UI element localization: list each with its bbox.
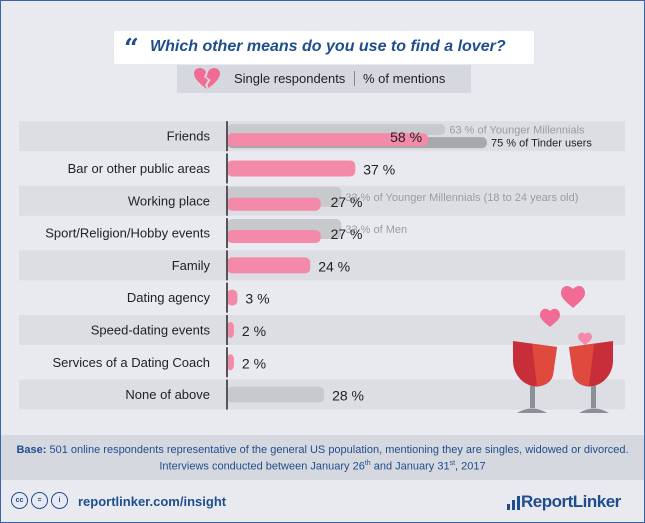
comparison-label: 75 % of Tinder users bbox=[491, 138, 592, 150]
subtitle-series: Single respondents bbox=[234, 71, 346, 86]
bar bbox=[227, 386, 325, 403]
category-label: Family bbox=[172, 258, 211, 273]
value-label: 2 % bbox=[242, 323, 266, 339]
reportlinker-logo-icon bbox=[507, 496, 520, 510]
comparison-label: 63 % of Younger Millennials bbox=[449, 125, 585, 137]
subtitle-divider bbox=[354, 71, 355, 86]
value-label: 58 % bbox=[390, 129, 422, 145]
value-label: 27 % bbox=[331, 226, 363, 242]
category-label: Friends bbox=[167, 129, 211, 144]
category-label: Dating agency bbox=[127, 290, 211, 305]
bar bbox=[227, 257, 311, 274]
brand-logo: ReportLinker bbox=[521, 492, 621, 511]
subtitle-unit: % of mentions bbox=[363, 71, 446, 86]
bar bbox=[227, 160, 356, 177]
quote-icon: “ bbox=[124, 34, 139, 64]
bar-baseline bbox=[226, 347, 228, 378]
interview-dates: Interviews conducted between January 26t… bbox=[159, 460, 486, 473]
base-note: Base: 501 online respondents representat… bbox=[1, 435, 644, 480]
value-label: 2 % bbox=[242, 355, 266, 371]
value-label: 37 % bbox=[363, 161, 395, 177]
bar bbox=[227, 197, 321, 211]
value-label: 28 % bbox=[332, 388, 364, 404]
bar-baseline bbox=[226, 250, 228, 281]
bar-baseline bbox=[226, 153, 228, 184]
bar-baseline bbox=[226, 379, 228, 410]
value-label: 27 % bbox=[331, 194, 363, 210]
bar bbox=[227, 289, 238, 306]
nd-icon: = bbox=[31, 492, 48, 509]
by-icon: i bbox=[51, 492, 68, 509]
row-band bbox=[19, 314, 625, 345]
wine-glasses-illustration bbox=[513, 286, 613, 413]
broken-heart-icon bbox=[194, 68, 220, 89]
category-label: None of above bbox=[125, 387, 210, 402]
bar-baseline bbox=[226, 314, 228, 345]
comparison-label: 33 % of Men bbox=[345, 224, 407, 236]
title-box: “ Which other means do you use to find a… bbox=[114, 31, 534, 64]
category-label: Working place bbox=[128, 193, 210, 208]
base-label: Base: bbox=[16, 444, 47, 456]
chart-title: Which other means do you use to find a l… bbox=[150, 38, 506, 55]
category-label: Services of a Dating Coach bbox=[52, 355, 210, 370]
category-label: Bar or other public areas bbox=[68, 161, 211, 176]
category-label: Sport/Religion/Hobby events bbox=[45, 226, 210, 241]
value-label: 3 % bbox=[245, 291, 269, 307]
comparison-label: 33 % of Younger Millennials (18 to 24 ye… bbox=[345, 192, 578, 204]
bar bbox=[227, 321, 234, 338]
bar-baseline bbox=[226, 121, 228, 152]
row-band bbox=[19, 250, 625, 281]
bar bbox=[227, 133, 429, 147]
category-label: Speed-dating events bbox=[91, 322, 211, 337]
cc-icon: cc bbox=[11, 492, 28, 509]
comparison-bar bbox=[227, 124, 446, 136]
subtitle-box: Single respondents % of mentions bbox=[177, 65, 471, 93]
bar-baseline bbox=[226, 185, 228, 216]
bar-chart: Friends Bar or other public areas Working … bbox=[19, 121, 625, 413]
bar bbox=[227, 354, 234, 371]
base-text: 501 online respondents representative of… bbox=[46, 444, 629, 456]
bar-baseline bbox=[226, 218, 228, 249]
value-label: 24 % bbox=[318, 258, 350, 274]
footer-url-link[interactable]: reportlinker.com/insight bbox=[78, 494, 227, 509]
bar bbox=[227, 230, 321, 244]
bar-baseline bbox=[226, 282, 228, 313]
